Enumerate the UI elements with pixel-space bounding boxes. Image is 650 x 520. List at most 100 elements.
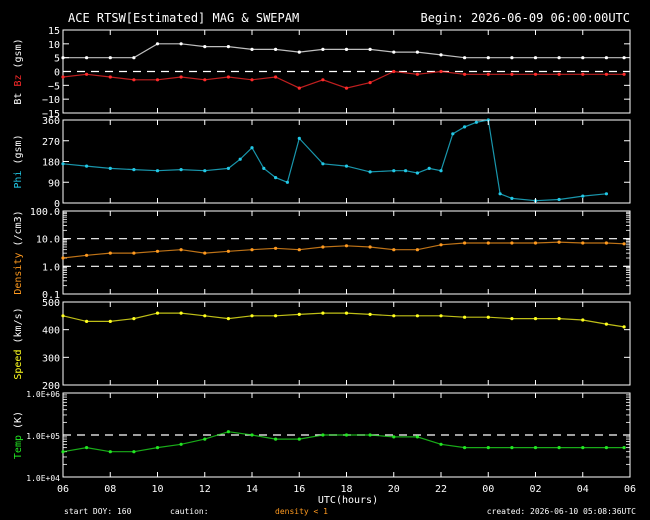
data-point xyxy=(622,446,626,450)
begin-time: Begin: 2026-06-09 06:00:00UTC xyxy=(420,11,630,25)
data-point xyxy=(463,72,467,76)
data-point xyxy=(203,314,207,318)
data-point xyxy=(486,72,490,76)
data-point xyxy=(427,166,431,170)
data-point xyxy=(250,146,254,150)
data-point xyxy=(510,196,514,200)
data-point xyxy=(392,248,396,252)
data-point xyxy=(321,311,325,315)
data-point xyxy=(155,42,160,46)
data-point xyxy=(297,136,301,140)
data-point xyxy=(297,50,301,54)
data-point xyxy=(250,433,254,437)
data-point xyxy=(557,56,561,60)
data-point xyxy=(321,47,325,52)
data-point xyxy=(368,312,372,316)
data-point xyxy=(439,169,443,173)
data-point xyxy=(262,166,266,170)
data-point xyxy=(274,47,278,52)
data-point xyxy=(226,75,230,79)
y-tick-label: 360 xyxy=(42,116,60,127)
data-point xyxy=(486,56,490,60)
data-point xyxy=(463,315,467,319)
y-tick-label: 1.0E+04 xyxy=(26,474,60,483)
y-tick-label: 0.1 xyxy=(42,290,60,301)
data-point xyxy=(274,246,278,250)
x-tick-label: 06 xyxy=(57,484,69,495)
data-point xyxy=(368,170,372,174)
y-axis-label-part: Temp xyxy=(13,435,24,459)
data-point xyxy=(368,245,372,249)
y-tick-label: 0 xyxy=(54,199,60,210)
data-point xyxy=(85,319,89,323)
panel-density: 100.0 10.0 1.0 0.1 Density (/cm3) xyxy=(13,207,631,301)
data-point xyxy=(604,72,609,76)
data-point xyxy=(604,322,609,326)
data-point xyxy=(179,248,183,252)
data-point xyxy=(510,241,514,245)
data-point xyxy=(250,78,254,82)
y-axis-label: Bt Bz (gsm) xyxy=(13,38,24,104)
data-point xyxy=(557,317,561,321)
data-point xyxy=(108,166,112,170)
data-point xyxy=(622,72,626,76)
x-tick-label: 02 xyxy=(529,484,541,495)
data-point xyxy=(297,437,301,441)
panel-phi: 360 270 180 90 0 Phi (gsm) xyxy=(13,116,631,210)
caution-note: density < 1 xyxy=(275,507,328,516)
data-point xyxy=(439,53,443,57)
series-line-bt xyxy=(63,43,625,59)
data-point xyxy=(581,318,585,322)
y-tick-label: 1.0E+06 xyxy=(26,390,60,399)
panels: 15 10 5 0 −5 −10 −15 Bt Bz (gsm) 360 270 180 90 0 Phi… xyxy=(13,26,631,483)
data-point xyxy=(321,162,325,166)
data-point xyxy=(415,72,419,76)
data-point xyxy=(132,251,136,255)
data-point xyxy=(321,245,325,249)
y-tick-label: 270 xyxy=(42,137,60,148)
data-point xyxy=(297,312,301,316)
data-point xyxy=(108,75,112,79)
data-point xyxy=(581,56,585,60)
y-tick-label: −5 xyxy=(48,81,60,92)
data-point xyxy=(404,169,408,173)
panel-frame xyxy=(62,119,631,204)
x-tick-label: 22 xyxy=(435,484,447,495)
data-point xyxy=(132,168,136,172)
data-point xyxy=(226,249,230,253)
data-point xyxy=(274,176,278,180)
y-axis-label: Temp (K) xyxy=(13,411,24,459)
data-point xyxy=(557,240,561,244)
y-axis-label: Density (/cm3) xyxy=(13,210,24,294)
y-axis-label-part: (K) xyxy=(13,411,24,435)
data-point xyxy=(226,430,230,434)
data-point xyxy=(604,192,609,196)
y-tick-label: 500 xyxy=(42,298,60,309)
data-point xyxy=(498,192,502,196)
x-tick-label: 10 xyxy=(151,484,163,495)
data-point xyxy=(108,450,112,454)
start-doy: start DOY: 160 xyxy=(64,507,132,516)
y-axis-label-part: Bt xyxy=(13,93,24,105)
data-point xyxy=(344,86,349,90)
data-point xyxy=(486,241,490,245)
x-tick-label: 12 xyxy=(199,484,211,495)
data-point xyxy=(155,311,160,315)
y-tick-label: 15 xyxy=(48,26,60,37)
data-point xyxy=(463,241,467,245)
data-point xyxy=(533,72,538,76)
y-axis-label-part: (gsm) xyxy=(13,134,24,170)
data-point xyxy=(203,78,207,82)
y-tick-label: 5 xyxy=(54,54,60,65)
data-point xyxy=(415,314,419,318)
data-point xyxy=(344,47,349,52)
data-point xyxy=(392,169,396,173)
data-point xyxy=(486,446,490,450)
x-tick-label: 14 xyxy=(246,484,258,495)
y-axis-label-part: (km/s) xyxy=(13,307,24,349)
created-time: created: 2026-06-10 05:08:36UTC xyxy=(487,507,636,516)
data-point xyxy=(179,442,183,446)
data-point xyxy=(415,248,419,252)
data-point xyxy=(85,56,89,60)
data-point xyxy=(463,56,467,60)
